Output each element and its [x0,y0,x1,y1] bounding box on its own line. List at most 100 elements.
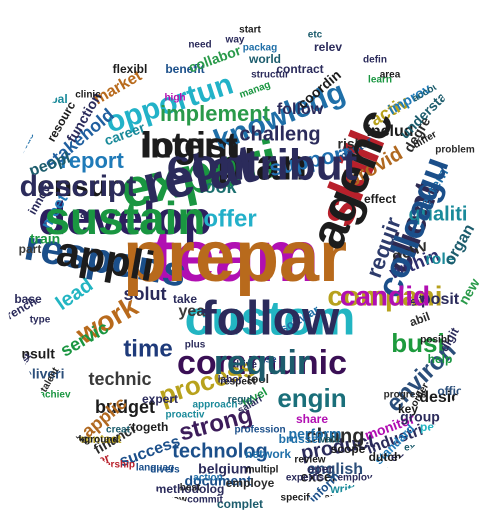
word-busi-15: busi [391,328,444,358]
word-requir-193: requir [214,344,310,382]
word-perform-67: perform [289,426,342,442]
word-expertis-137: expertis [286,473,325,484]
word-commit-144: commit [187,495,223,506]
word-chang-34: chang [306,425,365,447]
word-logist-191: logist [142,125,238,166]
word-develop-2: develop [38,192,212,244]
word-relev-131: relev [314,40,342,54]
word-engin-16: engin [277,383,346,413]
word-world-128: world [248,52,281,66]
word-profession-168: profession [234,425,285,436]
word-multipl-169: multipl [246,465,279,476]
word-close-127: close [93,470,124,484]
word-new-49: new [455,275,483,307]
word-solut-39: solut [124,284,167,304]
word-follow-51: follow [277,101,324,118]
word-initi-122: initi [121,485,139,496]
word-communic-10: communic [177,344,347,382]
word-benefit-73: benefit [165,62,204,76]
word-take-113: take [173,292,197,306]
word-analys-165: analys [324,493,356,504]
word-structur-134: structur [251,70,289,81]
word-partner-120: partner [68,450,112,477]
word-etc-180: etc [308,30,323,41]
word-posibl-182: posibl [420,335,450,346]
word-part-61: part [19,242,42,256]
word-help-82: help [428,352,453,366]
word-andor-119: andor [448,402,482,416]
word-organis-102: organis [372,485,409,496]
word-global-105: global [32,92,67,106]
word-methodolog-92: methodolog [156,482,225,496]
word-particip-157: particip [87,25,123,36]
word-belgium-85: belgium [198,461,252,477]
word-area-176: area [380,70,401,81]
word-complet-91: complet [217,497,263,511]
word-time-19: time [123,335,172,362]
word-creat-150: creat [106,425,131,436]
word-leadership-163: leadership [85,460,135,471]
word-descript-192: descript [20,170,137,203]
word-prepar-183: prepar [123,217,347,297]
word-role-46: role [425,251,454,268]
word-packag-158: packag [243,43,277,54]
word-follow-187: follow [201,293,340,346]
word-lead-37: lead [52,274,97,315]
word-creativ-100: creativ [412,465,445,476]
word-divers-153: divers [150,465,180,476]
word-start-178: start [239,25,261,36]
word-contribut-189: contribut [167,141,358,190]
word-data-124: data [73,207,98,221]
word-year-42: year [179,303,212,320]
word-employe-87: employe [226,476,275,490]
word-tool-129: tool [247,372,269,386]
word-deliver-172: deliver [69,40,101,51]
word-custom-4: custom [185,293,356,346]
word-background-162: background [61,435,118,446]
word-clinic-123: clinic [75,90,101,101]
word-dutch-107: dutch [369,450,402,464]
word-employ-141: employ [337,473,372,484]
word-need-179: need [188,40,211,51]
word-approach-166: approach [192,400,237,411]
word-use-130: use [259,355,277,366]
word-train-60: train [30,231,60,247]
word-scope-88: scope [331,442,366,456]
word-abil-115: abil [408,309,432,329]
word-intern-8: intern [140,125,240,166]
word-effect-111: effect [364,192,396,206]
word-person-94: person [420,420,460,434]
word-togeth-132: togeth [132,420,169,434]
word-technic-30: technic [88,369,151,389]
word-brussel-108: brussel [279,432,322,446]
word-plan-6: plan [217,141,307,190]
word-plus-167: plus [185,340,206,351]
word-network-99: network [245,447,291,461]
word-problem-159: problem [435,145,475,156]
word-manag-135: manag [238,79,272,100]
word-focus-173: focus [14,130,37,159]
word-action-143: action [193,473,222,484]
word-share-110: share [296,412,328,426]
word-base-62: base [14,292,42,306]
word-cloud-words: teamexperidevelopresponscustomskillplanc… [0,25,483,511]
word-sustain-185: sustain [44,192,205,244]
word-relationship-104: relationship [6,77,52,143]
word-contact-125: contact [79,432,122,446]
word-team-0: team [151,217,319,297]
word-candid-194: candid [340,280,430,311]
word-flexibl-126: flexibl [113,62,148,76]
word-languag-140: languag [136,463,174,474]
word-review-136: review [294,455,325,466]
word-status-84: status [442,417,478,431]
word-valu-114: valu [320,435,340,446]
word-labor-170: labor [218,375,243,386]
word-technolog-33: technolog [172,440,268,462]
word-agil-154: agil [365,497,386,511]
word-member-121: member [0,416,38,445]
word-document-86: document [185,473,252,489]
word-system-164: system [28,420,63,431]
word-way-177: way [225,35,245,46]
word-competit-156: competit [399,45,441,56]
